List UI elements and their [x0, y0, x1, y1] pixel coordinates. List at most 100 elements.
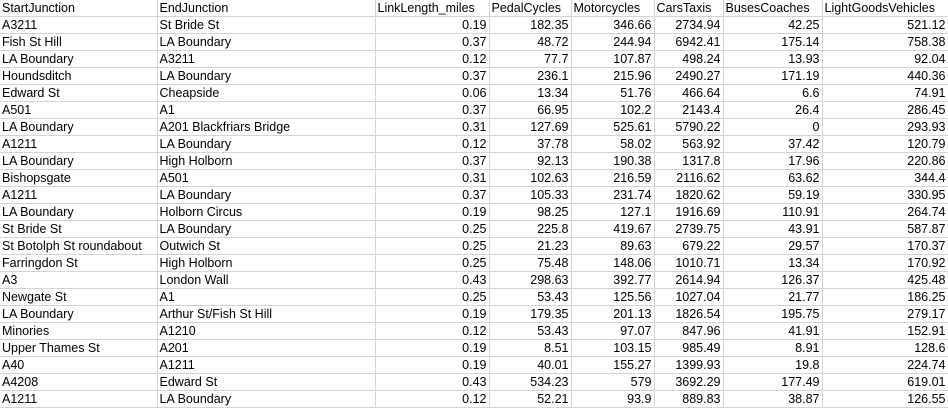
cell-light-goods[interactable]: 128.6 — [822, 339, 948, 357]
cell-link-length[interactable]: 0.12 — [375, 135, 490, 153]
cell-buses-coaches[interactable]: 41.91 — [723, 322, 823, 340]
cell-motorcycles[interactable]: 346.66 — [571, 16, 655, 34]
cell-start-junction[interactable]: Newgate St — [0, 288, 158, 306]
cell-cars-taxis[interactable]: 2734.94 — [654, 16, 724, 34]
header-cell-start-junction[interactable]: StartJunction — [0, 0, 158, 17]
cell-pedal-cycles[interactable]: 182.35 — [489, 16, 572, 34]
cell-start-junction[interactable]: Farringdon St — [0, 254, 158, 272]
cell-buses-coaches[interactable]: 126.37 — [723, 271, 823, 289]
cell-link-length[interactable]: 0.37 — [375, 33, 490, 51]
cell-buses-coaches[interactable]: 195.75 — [723, 305, 823, 323]
cell-cars-taxis[interactable]: 889.83 — [654, 390, 724, 408]
cell-link-length[interactable]: 0.31 — [375, 118, 490, 136]
header-cell-link-length[interactable]: LinkLength_miles — [375, 0, 490, 17]
cell-motorcycles[interactable]: 419.67 — [571, 220, 655, 238]
cell-start-junction[interactable]: A3211 — [0, 16, 158, 34]
cell-pedal-cycles[interactable]: 98.25 — [489, 203, 572, 221]
cell-pedal-cycles[interactable]: 40.01 — [489, 356, 572, 374]
cell-cars-taxis[interactable]: 2143.4 — [654, 101, 724, 119]
cell-end-junction[interactable]: A1210 — [157, 322, 376, 340]
cell-end-junction[interactable]: A1 — [157, 288, 376, 306]
cell-pedal-cycles[interactable]: 102.63 — [489, 169, 572, 187]
cell-pedal-cycles[interactable]: 534.23 — [489, 373, 572, 391]
cell-light-goods[interactable]: 587.87 — [822, 220, 948, 238]
cell-cars-taxis[interactable]: 3692.29 — [654, 373, 724, 391]
cell-link-length[interactable]: 0.25 — [375, 288, 490, 306]
cell-link-length[interactable]: 0.43 — [375, 373, 490, 391]
cell-buses-coaches[interactable]: 6.6 — [723, 84, 823, 102]
cell-light-goods[interactable]: 293.93 — [822, 118, 948, 136]
cell-link-length[interactable]: 0.37 — [375, 152, 490, 170]
cell-start-junction[interactable]: Fish St Hill — [0, 33, 158, 51]
cell-link-length[interactable]: 0.19 — [375, 305, 490, 323]
cell-buses-coaches[interactable]: 21.77 — [723, 288, 823, 306]
cell-buses-coaches[interactable]: 13.93 — [723, 50, 823, 68]
cell-cars-taxis[interactable]: 1916.69 — [654, 203, 724, 221]
cell-end-junction[interactable]: A201 — [157, 339, 376, 357]
cell-end-junction[interactable]: A1 — [157, 101, 376, 119]
cell-end-junction[interactable]: LA Boundary — [157, 135, 376, 153]
cell-link-length[interactable]: 0.19 — [375, 16, 490, 34]
cell-cars-taxis[interactable]: 2116.62 — [654, 169, 724, 187]
cell-start-junction[interactable]: LA Boundary — [0, 50, 158, 68]
cell-motorcycles[interactable]: 93.9 — [571, 390, 655, 408]
cell-buses-coaches[interactable]: 43.91 — [723, 220, 823, 238]
cell-end-junction[interactable]: Holborn Circus — [157, 203, 376, 221]
cell-cars-taxis[interactable]: 1010.71 — [654, 254, 724, 272]
cell-buses-coaches[interactable]: 0 — [723, 118, 823, 136]
cell-pedal-cycles[interactable]: 66.95 — [489, 101, 572, 119]
cell-end-junction[interactable]: LA Boundary — [157, 220, 376, 238]
cell-link-length[interactable]: 0.37 — [375, 67, 490, 85]
cell-cars-taxis[interactable]: 679.22 — [654, 237, 724, 255]
cell-light-goods[interactable]: 220.86 — [822, 152, 948, 170]
cell-start-junction[interactable]: LA Boundary — [0, 152, 158, 170]
cell-cars-taxis[interactable]: 847.96 — [654, 322, 724, 340]
header-cell-buses-coaches[interactable]: BusesCoaches — [723, 0, 823, 17]
cell-buses-coaches[interactable]: 63.62 — [723, 169, 823, 187]
cell-cars-taxis[interactable]: 1317.8 — [654, 152, 724, 170]
cell-start-junction[interactable]: A1211 — [0, 186, 158, 204]
cell-pedal-cycles[interactable]: 225.8 — [489, 220, 572, 238]
cell-pedal-cycles[interactable]: 53.43 — [489, 322, 572, 340]
header-cell-light-goods[interactable]: LightGoodsVehicles — [822, 0, 948, 17]
cell-link-length[interactable]: 0.19 — [375, 203, 490, 221]
cell-end-junction[interactable]: Edward St — [157, 373, 376, 391]
cell-motorcycles[interactable]: 148.06 — [571, 254, 655, 272]
cell-end-junction[interactable]: LA Boundary — [157, 390, 376, 408]
cell-motorcycles[interactable]: 155.27 — [571, 356, 655, 374]
cell-buses-coaches[interactable]: 38.87 — [723, 390, 823, 408]
cell-start-junction[interactable]: St Bride St — [0, 220, 158, 238]
cell-link-length[interactable]: 0.37 — [375, 101, 490, 119]
cell-light-goods[interactable]: 264.74 — [822, 203, 948, 221]
cell-buses-coaches[interactable]: 19.8 — [723, 356, 823, 374]
cell-light-goods[interactable]: 286.45 — [822, 101, 948, 119]
cell-start-junction[interactable]: Bishopsgate — [0, 169, 158, 187]
cell-pedal-cycles[interactable]: 48.72 — [489, 33, 572, 51]
cell-link-length[interactable]: 0.19 — [375, 339, 490, 357]
cell-cars-taxis[interactable]: 1399.93 — [654, 356, 724, 374]
cell-pedal-cycles[interactable]: 236.1 — [489, 67, 572, 85]
cell-cars-taxis[interactable]: 498.24 — [654, 50, 724, 68]
cell-link-length[interactable]: 0.31 — [375, 169, 490, 187]
cell-cars-taxis[interactable]: 2490.27 — [654, 67, 724, 85]
cell-cars-taxis[interactable]: 1027.04 — [654, 288, 724, 306]
header-cell-cars-taxis[interactable]: CarsTaxis — [654, 0, 724, 17]
cell-motorcycles[interactable]: 216.59 — [571, 169, 655, 187]
cell-pedal-cycles[interactable]: 8.51 — [489, 339, 572, 357]
cell-light-goods[interactable]: 170.92 — [822, 254, 948, 272]
cell-pedal-cycles[interactable]: 127.69 — [489, 118, 572, 136]
cell-buses-coaches[interactable]: 26.4 — [723, 101, 823, 119]
cell-buses-coaches[interactable]: 175.14 — [723, 33, 823, 51]
cell-link-length[interactable]: 0.12 — [375, 50, 490, 68]
cell-light-goods[interactable]: 170.37 — [822, 237, 948, 255]
cell-motorcycles[interactable]: 89.63 — [571, 237, 655, 255]
cell-start-junction[interactable]: Minories — [0, 322, 158, 340]
cell-light-goods[interactable]: 74.91 — [822, 84, 948, 102]
cell-end-junction[interactable]: Arthur St/Fish St Hill — [157, 305, 376, 323]
cell-cars-taxis[interactable]: 563.92 — [654, 135, 724, 153]
cell-motorcycles[interactable]: 392.77 — [571, 271, 655, 289]
cell-end-junction[interactable]: LA Boundary — [157, 67, 376, 85]
cell-link-length[interactable]: 0.25 — [375, 220, 490, 238]
cell-motorcycles[interactable]: 97.07 — [571, 322, 655, 340]
cell-cars-taxis[interactable]: 1820.62 — [654, 186, 724, 204]
